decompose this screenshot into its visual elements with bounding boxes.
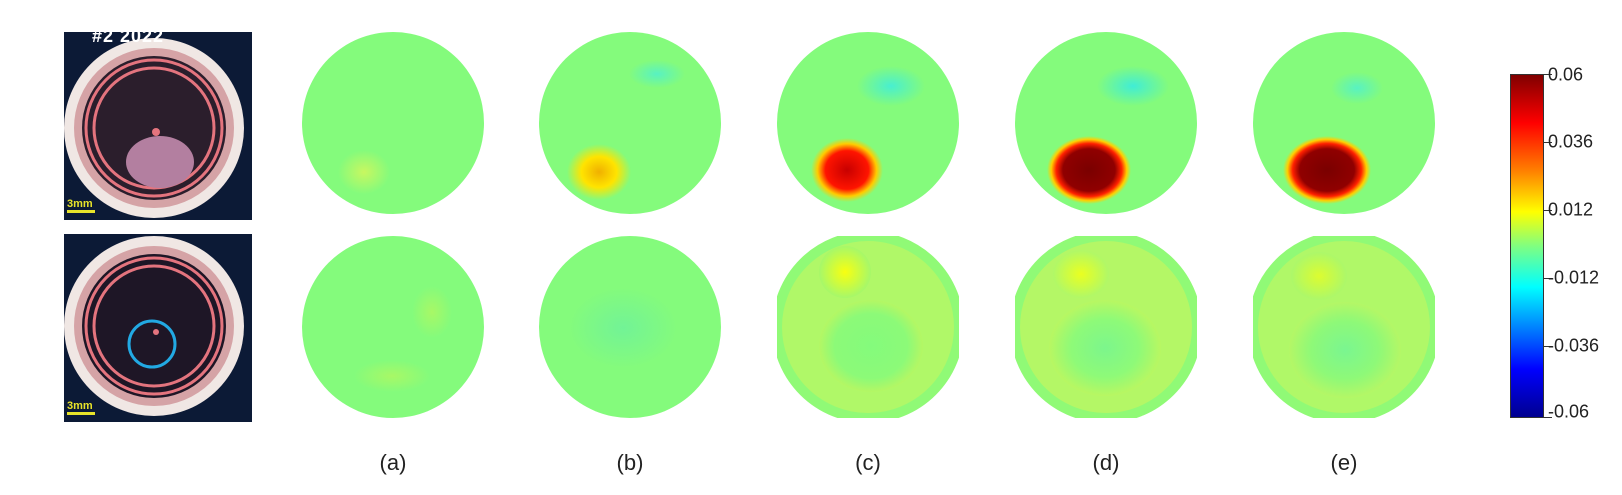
colorbar-tick bbox=[1544, 142, 1552, 143]
panel-label-a: (a) bbox=[379, 450, 407, 475]
phantom-tank-bottom-graphic bbox=[64, 236, 244, 416]
reconstruction-bottom-a bbox=[302, 236, 484, 418]
reconstruction-bottom-b bbox=[539, 236, 721, 418]
photo-corner-text: #2 2022 bbox=[92, 32, 165, 46]
colorbar-tick-label: -0.06 bbox=[1548, 401, 1590, 422]
colorbar-tick bbox=[1544, 210, 1552, 211]
scale-bar-top bbox=[67, 210, 95, 213]
reconstruction-top-c bbox=[777, 32, 959, 214]
colorbar-tick-label: -0.036 bbox=[1548, 335, 1600, 356]
panel-label-b: (b) bbox=[616, 450, 644, 475]
colorbar-tick-label: 0.06 bbox=[1548, 64, 1584, 85]
panel-label-c: (c) bbox=[855, 450, 881, 475]
reconstruction-bottom-d bbox=[1015, 236, 1197, 418]
panel-label-d: (d) bbox=[1092, 450, 1120, 475]
colorbar-tick bbox=[1544, 278, 1552, 279]
colorbar bbox=[1510, 74, 1544, 418]
phantom-photo-bottom: 3mm bbox=[64, 234, 252, 422]
reconstruction-top-a bbox=[302, 32, 484, 214]
panel-label-e: (e) bbox=[1330, 450, 1358, 475]
reconstruction-top-e bbox=[1253, 32, 1435, 214]
colorbar-tick-label: 0.036 bbox=[1548, 131, 1594, 152]
reconstruction-bottom-e bbox=[1253, 236, 1435, 418]
scale-label-top: 3mm bbox=[67, 198, 93, 210]
reconstruction-top-b bbox=[539, 32, 721, 214]
reconstruction-top-d bbox=[1015, 32, 1197, 214]
scale-bar-bottom bbox=[67, 412, 95, 415]
colorbar-tick bbox=[1544, 417, 1552, 418]
colorbar-tick bbox=[1544, 74, 1552, 75]
phantom-tank-top-graphic bbox=[64, 38, 244, 218]
colorbar-tick-label: -0.012 bbox=[1548, 267, 1600, 288]
reconstruction-bottom-c bbox=[777, 236, 959, 418]
colorbar-tick-label: 0.012 bbox=[1548, 199, 1594, 220]
phantom-photo-top: #2 2022 3mm bbox=[64, 32, 252, 220]
scale-label-bottom: 3mm bbox=[67, 400, 93, 412]
colorbar-tick bbox=[1544, 346, 1552, 347]
